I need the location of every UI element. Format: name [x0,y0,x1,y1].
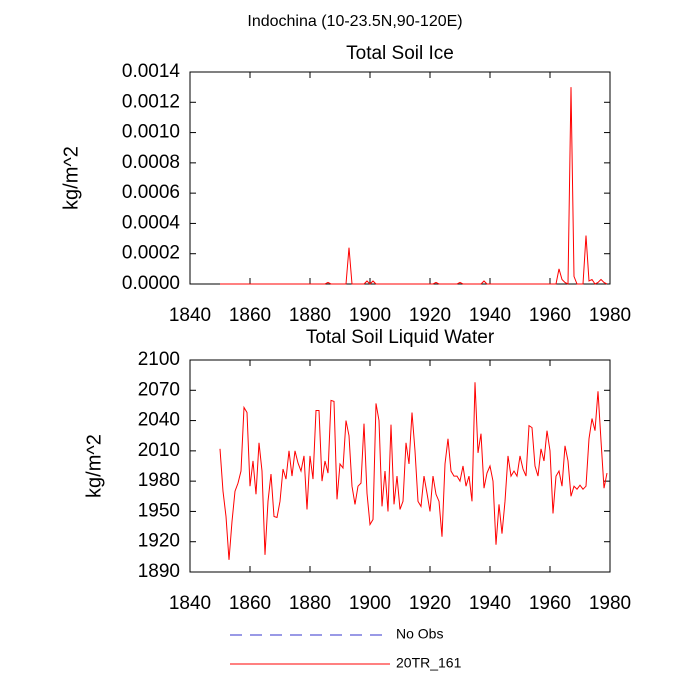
data-line [219,382,608,560]
y-tick-label: 0.0008 [122,152,180,173]
x-tick-label: 1960 [529,305,571,326]
y-tick-label: 1890 [138,561,180,582]
x-tick-label: 1960 [529,593,571,614]
x-tick-label: 1940 [469,305,511,326]
plot-frame [189,71,611,285]
x-tick-label: 1900 [349,593,391,614]
data-line [220,87,608,285]
x-tick-label: 1840 [169,305,211,326]
y-tick-label: 1950 [138,500,180,521]
y-tick-label: 0.0000 [122,273,180,294]
panel-title: Total Soil Liquid Water [306,327,495,348]
x-tick-label: 1900 [349,305,391,326]
legend-label: 20TR_161 [396,655,462,671]
y-tick-label: 2100 [138,349,180,370]
panel-title: Total Soil Ice [346,43,454,64]
y-tick-label: 1980 [138,470,180,491]
x-tick-label: 1940 [469,593,511,614]
x-tick-label: 1860 [229,593,271,614]
x-tick-label: 1880 [289,305,331,326]
x-tick-label: 1980 [589,305,631,326]
y-tick-label: 2070 [138,379,180,400]
plot-frame [189,359,611,573]
x-tick-label: 1980 [589,593,631,614]
y-tick-label: 0.0006 [122,182,180,203]
y-tick-label: 0.0002 [122,243,180,264]
x-tick-label: 1920 [409,593,451,614]
y-axis-label: kg/m^2 [60,146,82,210]
y-axis-label: kg/m^2 [83,434,105,498]
legend-label: No Obs [396,626,443,642]
x-tick-label: 1860 [229,305,271,326]
y-tick-label: 2040 [138,410,180,431]
y-tick-label: 1920 [138,531,180,552]
y-tick-label: 0.0004 [122,212,181,233]
x-tick-label: 1880 [289,593,331,614]
x-tick-label: 1840 [169,593,211,614]
page-title: Indochina (10-23.5N,90-120E) [247,13,462,30]
x-tick-label: 1920 [409,305,451,326]
y-tick-label: 0.0014 [122,61,181,82]
y-tick-label: 2010 [138,440,180,461]
y-tick-label: 0.0012 [122,91,180,112]
y-tick-label: 0.0010 [122,122,180,143]
